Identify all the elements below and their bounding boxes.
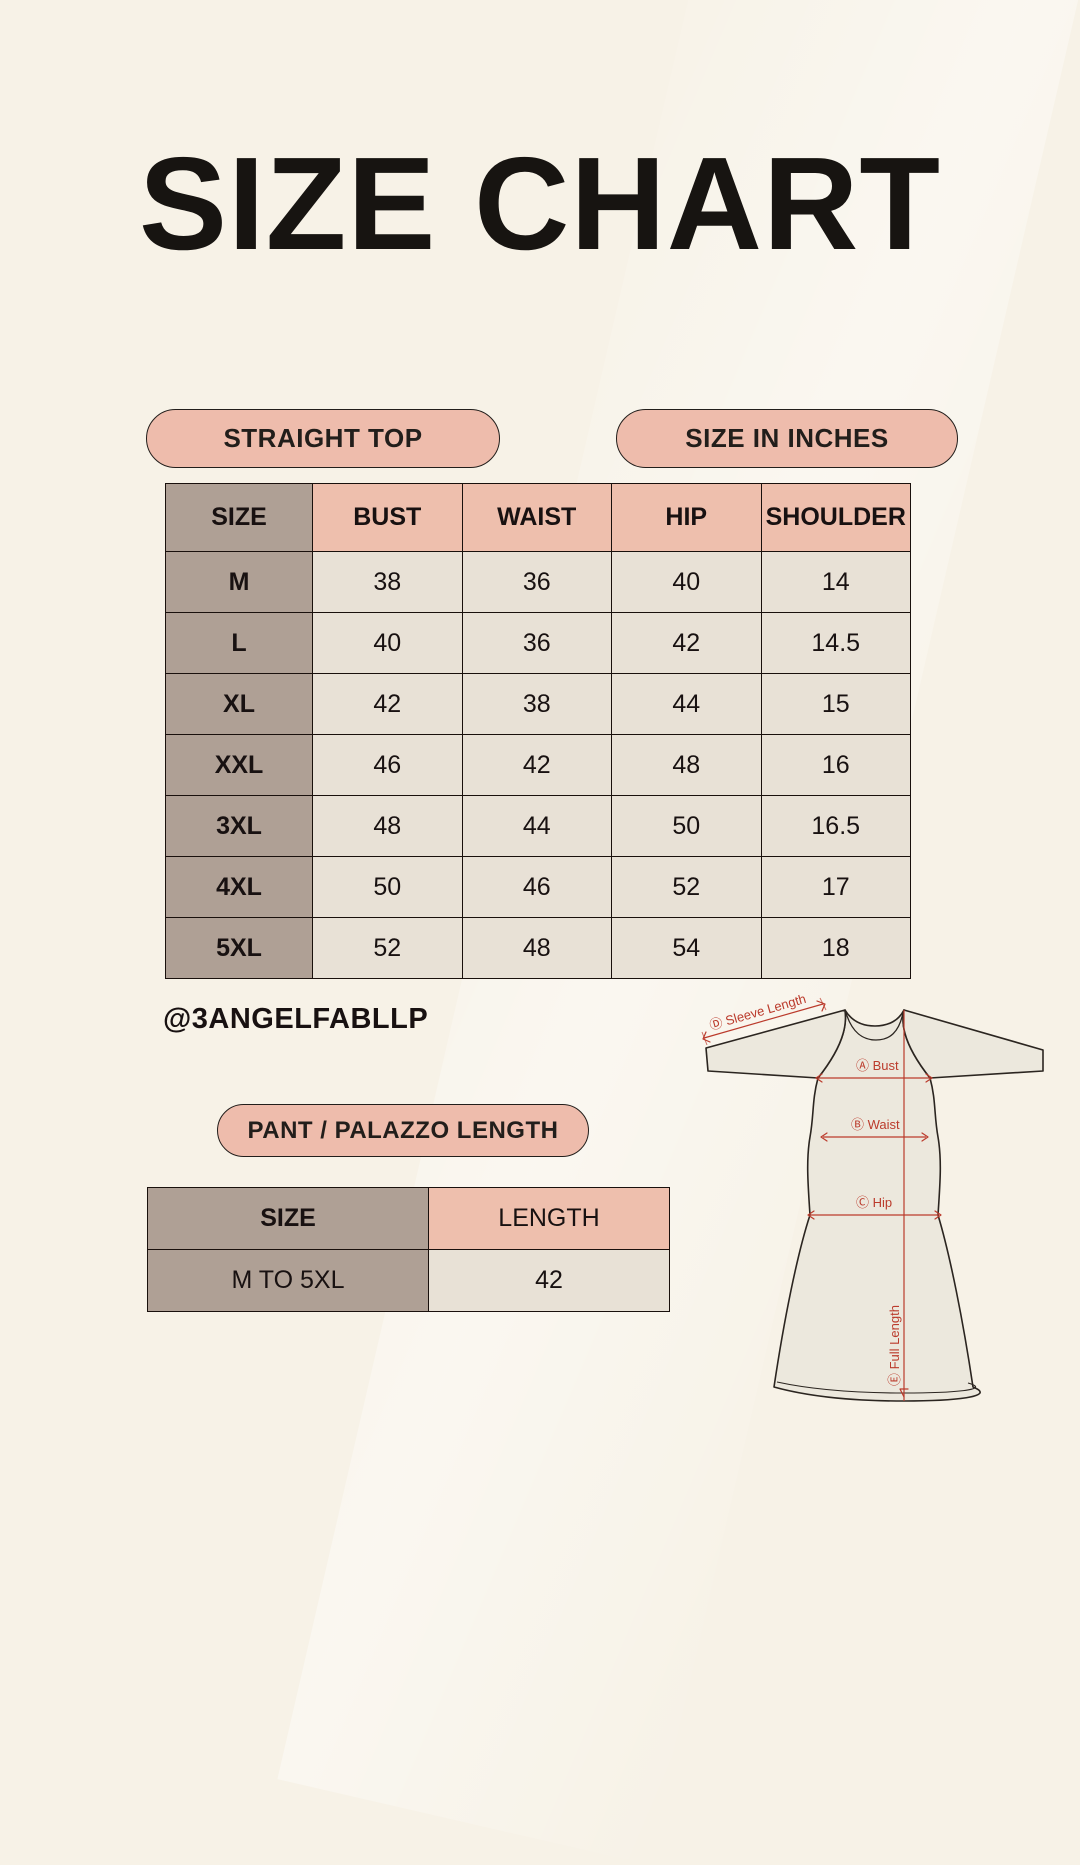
svg-text:Ⓔ Full Length: Ⓔ Full Length — [887, 1305, 902, 1386]
svg-text:Ⓒ Hip: Ⓒ Hip — [856, 1195, 892, 1210]
svg-text:Ⓑ Waist: Ⓑ Waist — [851, 1117, 900, 1132]
svg-text:Ⓐ Bust: Ⓐ Bust — [856, 1058, 899, 1073]
